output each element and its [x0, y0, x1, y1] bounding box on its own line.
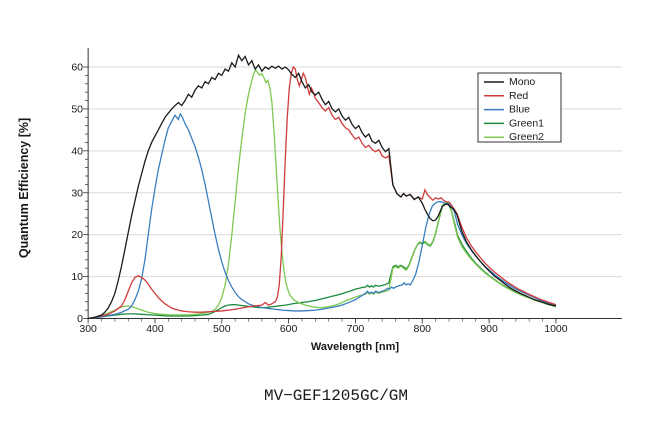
- svg-text:600: 600: [280, 323, 298, 335]
- svg-text:30: 30: [71, 187, 83, 199]
- svg-text:400: 400: [146, 323, 164, 335]
- svg-text:900: 900: [480, 323, 498, 335]
- svg-text:50: 50: [71, 103, 83, 115]
- svg-text:40: 40: [71, 145, 83, 157]
- svg-text:Green1: Green1: [509, 117, 544, 129]
- svg-text:Wavelength [nm]: Wavelength [nm]: [311, 341, 400, 353]
- svg-text:60: 60: [71, 62, 83, 74]
- svg-text:Mono: Mono: [509, 76, 535, 88]
- svg-text:800: 800: [414, 323, 432, 335]
- svg-text:700: 700: [347, 323, 365, 335]
- svg-text:MV−GEF1205GC/GM: MV−GEF1205GC/GM: [264, 387, 408, 405]
- svg-text:20: 20: [71, 229, 83, 241]
- svg-text:Quantum Efficiency [%]: Quantum Efficiency [%]: [17, 118, 31, 258]
- svg-text:500: 500: [213, 323, 231, 335]
- svg-text:Red: Red: [509, 90, 528, 102]
- svg-text:1000: 1000: [544, 323, 568, 335]
- svg-text:10: 10: [71, 271, 83, 283]
- svg-text:Blue: Blue: [509, 104, 530, 116]
- svg-text:0: 0: [77, 313, 83, 325]
- svg-text:Green2: Green2: [509, 131, 544, 143]
